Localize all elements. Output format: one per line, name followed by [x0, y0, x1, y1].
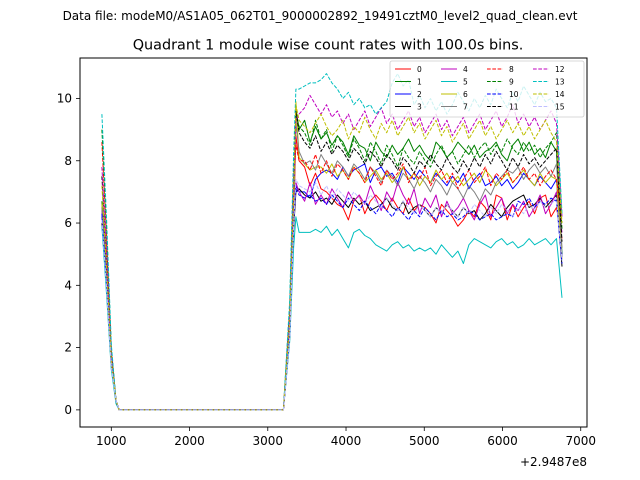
series-line-6: [101, 101, 563, 411]
legend-label: 4: [463, 65, 468, 74]
legend-label: 9: [509, 78, 514, 87]
y-tick-label: 4: [64, 278, 72, 292]
legend-label: 7: [463, 103, 468, 112]
legend-entry: 4: [441, 65, 468, 74]
y-tick-label: 8: [64, 154, 72, 168]
legend-label: 8: [509, 65, 514, 74]
legend-label: 11: [509, 103, 519, 112]
series-line-13: [101, 73, 563, 411]
legend-entry: 5: [441, 78, 468, 87]
series-line-9: [101, 113, 563, 411]
legend-label: 0: [417, 65, 422, 74]
legend-entry: 9: [487, 78, 514, 87]
legend-entry: 1: [395, 78, 422, 87]
legend-entry: 12: [533, 65, 565, 74]
legend-label: 5: [463, 78, 468, 87]
legend-entry: 0: [395, 65, 422, 74]
legend-label: 3: [417, 103, 422, 112]
series-line-11: [101, 110, 563, 411]
legend-label: 14: [555, 90, 565, 99]
x-tick-label: 2000: [174, 434, 205, 448]
series-layer: [101, 73, 563, 411]
legend-label: 12: [555, 65, 565, 74]
series-line-3: [101, 188, 563, 411]
legend-entry: 15: [533, 103, 565, 112]
chart-title: Quadrant 1 module wise count rates with …: [133, 38, 524, 54]
legend-label: 10: [509, 90, 519, 99]
legend-entry: 10: [487, 90, 519, 99]
legend-label: 6: [463, 90, 468, 99]
y-tick-label: 10: [57, 91, 72, 105]
series-line-15: [101, 178, 563, 411]
x-tick-label: 6000: [487, 434, 518, 448]
x-tick-label: 7000: [565, 434, 596, 448]
legend-entry: 13: [533, 78, 565, 87]
chart-suptitle: Data file: modeM0/AS1A05_062T01_90000028…: [63, 9, 578, 23]
series-line-12: [101, 94, 563, 411]
series-line-5: [101, 216, 563, 411]
y-tick-label: 2: [64, 341, 72, 355]
x-tick-label: 3000: [253, 434, 284, 448]
axes-layer: 1000 2000 3000 4000 5000 6000 7000 0 2 4 6 8 10: [57, 91, 596, 448]
legend-entry: 2: [395, 90, 422, 99]
x-tick-label: 5000: [409, 434, 440, 448]
series-line-7: [101, 122, 563, 411]
series-line-0: [101, 135, 563, 411]
legend-entry: 14: [533, 90, 565, 99]
legend-label: 2: [417, 90, 422, 99]
legend-frame: [389, 60, 585, 118]
legend-entry: 8: [487, 65, 514, 74]
legend-label: 1: [417, 78, 422, 87]
legend-entry: 3: [395, 103, 422, 112]
x-tick-label: 1000: [96, 434, 127, 448]
plot-frame: [79, 57, 588, 428]
legend-label: 15: [555, 103, 565, 112]
y-tick-label: 0: [64, 403, 72, 417]
y-tick-label: 6: [64, 216, 72, 230]
series-line-10: [101, 188, 563, 411]
series-line-4: [101, 182, 563, 411]
series-line-8: [101, 142, 563, 411]
x-offset-label: +2.9487e8: [520, 455, 587, 469]
legend-entry: 7: [441, 103, 468, 112]
series-line-1: [101, 107, 563, 411]
series-line-2: [101, 163, 563, 411]
legend-entry: 11: [487, 103, 519, 112]
legend-entry: 6: [441, 90, 468, 99]
x-tick-label: 4000: [331, 434, 362, 448]
legend-label: 13: [555, 78, 565, 87]
